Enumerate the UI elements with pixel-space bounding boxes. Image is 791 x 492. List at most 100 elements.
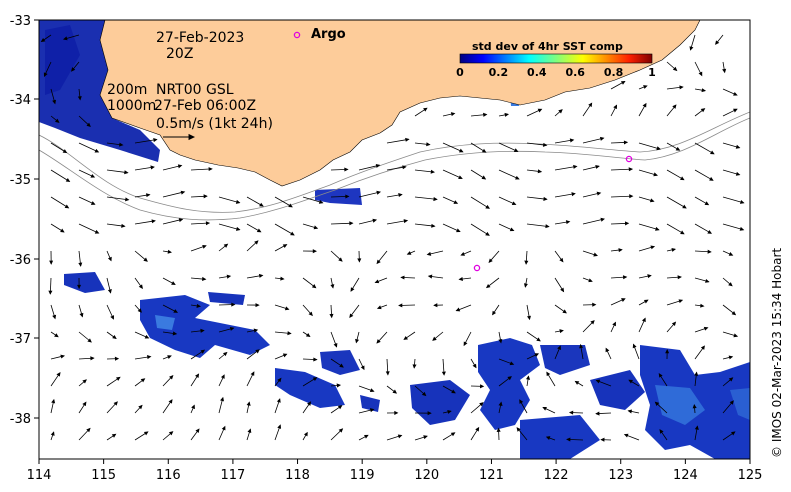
current-vector-head (43, 72, 48, 78)
current-vector-head (682, 204, 687, 209)
current-vector-head (704, 201, 710, 206)
current-vector-head (672, 104, 677, 109)
current-vector-head (519, 399, 524, 404)
current-vector-head (700, 345, 705, 350)
current-vector-head (143, 431, 149, 436)
current-vector (106, 169, 128, 174)
current-vector-head (138, 404, 143, 410)
current-vector-head (715, 40, 720, 45)
current-vector-head (337, 405, 343, 410)
current-vector-head (498, 338, 503, 344)
current-vector-head (707, 229, 712, 234)
current-vector-head (642, 102, 647, 108)
x-tick-label: 116 (156, 468, 181, 483)
current-vector (526, 196, 547, 200)
current-vector-head (733, 108, 738, 113)
current-vector-head (483, 112, 488, 117)
current-vector-head (504, 112, 509, 117)
y-axis: -33 -34 -35 -36 -37 -38 (10, 14, 39, 427)
current-vector-head (447, 409, 452, 414)
current-vector (666, 223, 685, 235)
current-vector-head (524, 260, 529, 265)
depth-contours (39, 111, 750, 221)
current-vector-head (421, 391, 427, 397)
current-vector-head (137, 308, 142, 313)
current-vector-head (259, 202, 264, 207)
current-vector-head (62, 149, 68, 154)
current-vector-head (364, 434, 369, 439)
current-vector-head (526, 375, 531, 380)
current-vector-head (385, 371, 390, 376)
current-vectors (40, 34, 745, 442)
current-vector (386, 138, 409, 144)
current-vector-head (456, 228, 461, 233)
current-vector-head (94, 148, 100, 153)
current-vector-head (86, 122, 91, 128)
colorbar-tick-label: 0.2 (489, 66, 509, 79)
current-vector-head (77, 96, 82, 101)
current-vector-head (196, 303, 202, 308)
current-vector-head (305, 333, 311, 337)
current-vector-head (569, 138, 575, 143)
current-vector-head (146, 193, 151, 198)
current-vector-head (613, 104, 618, 110)
current-vector-head (203, 194, 208, 199)
current-vector-head (647, 274, 652, 279)
x-tick-label: 117 (220, 468, 245, 483)
current-vector-head (276, 398, 281, 403)
current-vector-head (111, 433, 117, 438)
x-tick-label: 114 (27, 468, 52, 483)
x-tick-label: 119 (350, 468, 375, 483)
current-vector-head (405, 137, 410, 142)
current-vector-head (537, 108, 543, 113)
current-vector-head (125, 197, 130, 202)
current-vector-head (202, 244, 207, 249)
current-vector-head (513, 148, 519, 153)
current-vector-head (357, 258, 362, 263)
current-vector-head (731, 431, 736, 436)
current-vector (498, 142, 518, 152)
current-vector-head (655, 226, 660, 231)
current-vector (470, 196, 490, 209)
current-vector (638, 142, 661, 150)
current-vector-head (735, 144, 741, 149)
current-vector-head (677, 275, 682, 280)
current-vector-head (82, 379, 87, 384)
current-vector-head (65, 178, 71, 182)
current-vector-head (60, 228, 65, 233)
current-vector-head (205, 221, 211, 226)
current-vector-head (537, 169, 543, 174)
current-vector-head (64, 204, 70, 209)
current-vector-head (280, 276, 285, 281)
current-vector (610, 168, 633, 171)
current-vector-head (659, 429, 664, 434)
current-vector-head (113, 401, 118, 406)
current-vector-head (728, 251, 734, 256)
current-vector-head (333, 342, 338, 348)
current-vector-head (485, 283, 491, 289)
current-vector-head (450, 432, 456, 437)
current-vector-head (403, 335, 409, 340)
current-vector-head (220, 396, 225, 402)
current-vector-head (303, 431, 308, 437)
current-vector-head (623, 140, 629, 145)
current-vector-head (208, 167, 213, 172)
current-vector-head (71, 67, 76, 72)
current-vector-head (153, 138, 158, 143)
current-vector-head (739, 199, 745, 204)
current-vector-head (397, 434, 403, 439)
current-vector-head (60, 354, 66, 359)
current-vector (666, 196, 687, 209)
current-vector (442, 142, 463, 153)
current-vector-head (534, 353, 540, 358)
current-vector-head (643, 85, 648, 89)
current-vector-head (282, 353, 288, 358)
current-vector-head (143, 257, 148, 262)
current-vector-head (733, 333, 739, 338)
current-vector-head (376, 190, 382, 195)
current-vector-head (479, 402, 484, 407)
current-vector-head (516, 427, 521, 432)
current-vector-head (543, 196, 548, 201)
current-vector-head (313, 225, 319, 230)
current-vector-head (173, 309, 179, 313)
